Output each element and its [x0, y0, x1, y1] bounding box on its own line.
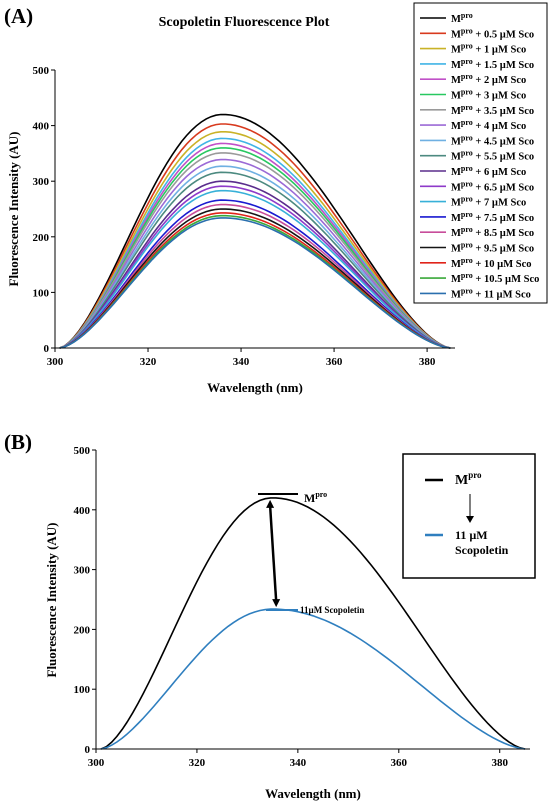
chart-a-ytick-label-0: 0 [44, 343, 50, 355]
chart-b-series-1 [100, 608, 526, 750]
chart-a-legend-label-4: Mpro + 2 µM Sco [451, 72, 526, 86]
chart-a-legend-box [413, 2, 548, 304]
chart-a-legend-label-2: Mpro + 1 µM Sco [451, 42, 526, 56]
chart-b-ytick-label-3: 300 [74, 565, 91, 577]
chart-a-xtick-label-2: 340 [233, 356, 250, 368]
chart-b-legend-label-1: 11 µM [455, 528, 488, 542]
chart-b-xlabel: Wavelength (nm) [265, 786, 361, 801]
chart-b-series-group [100, 497, 526, 750]
chart-a-xtick-label-3: 360 [326, 356, 343, 368]
chart-a-legend-label-1: Mpro + 0.5 µM Sco [451, 26, 534, 40]
chart-a: Scopoletin Fluorescence Plot 300 320 340 36… [6, 2, 548, 395]
quench-arrow [266, 499, 281, 608]
chart-a-series-14 [59, 203, 451, 349]
chart-a-ytick-label-2: 200 [33, 232, 50, 244]
chart-a-legend-label-12: Mpro + 7 µM Sco [451, 195, 526, 209]
quench-arrow-head-bottom [272, 599, 281, 608]
chart-a-legend-label-0: Mpro [451, 11, 473, 25]
chart-a-series-12 [59, 189, 451, 349]
chart-b-legend: Mpro 11 µM Scopoletin [402, 453, 536, 579]
chart-b-legend-label-1b: Scopoletin [455, 543, 509, 557]
quench-arrow-shaft [268, 505, 278, 602]
chart-a-legend-label-16: Mpro + 10 µM Sco [451, 256, 531, 270]
chart-a-legend-label-13: Mpro + 7.5 µM Sco [451, 210, 534, 224]
chart-a-ytick-label-4: 400 [33, 121, 50, 133]
chart-a-legend-label-8: Mpro + 4.5 µM Sco [451, 133, 534, 147]
chart-a-ytick-label-3: 300 [33, 176, 50, 188]
chart-b-ylabel: Fluorescence Intensity (AU) [44, 522, 59, 677]
chart-a-legend-label-15: Mpro + 9.5 µM Sco [451, 241, 534, 255]
chart-b-ytick-label-2: 200 [74, 624, 91, 636]
chart-b-ytick-label-4: 400 [74, 505, 91, 517]
chart-a-series-6 [59, 152, 451, 349]
chart-a-series-group [59, 113, 451, 349]
chart-a-legend-label-11: Mpro + 6.5 µM Sco [451, 179, 534, 193]
chart-a-series-3 [59, 137, 451, 349]
chart-a-legend-label-9: Mpro + 5.5 µM Sco [451, 149, 534, 163]
chart-a-ytick-label-1: 100 [33, 287, 50, 299]
chart-a-xlabel: Wavelength (nm) [207, 380, 303, 395]
chart-b-xtick-label-3: 360 [391, 757, 408, 769]
chart-a-series-1 [59, 123, 451, 349]
chart-a-series-11 [59, 185, 451, 349]
chart-b-xtick-label-2: 340 [290, 757, 307, 769]
chart-a-series-2 [59, 131, 451, 349]
chart-a-legend-label-17: Mpro + 10.5 µM Sco [451, 271, 539, 285]
chart-a-series-5 [59, 147, 451, 349]
chart-a-series-15 [59, 208, 451, 349]
annotation-top-label: Mpro [304, 490, 327, 505]
chart-a-legend-label-10: Mpro + 6 µM Sco [451, 164, 526, 178]
chart-a-legend-label-6: Mpro + 3.5 µM Sco [451, 103, 534, 117]
chart-a-legend-label-7: Mpro + 4 µM Sco [451, 118, 526, 132]
chart-a-series-10 [59, 180, 451, 349]
chart-a-series-8 [59, 165, 451, 349]
annotation-bottom-label: 11µM Scopoletin [300, 605, 364, 615]
chart-b-ytick-label-1: 100 [74, 684, 91, 696]
chart-a-xtick-label-1: 320 [140, 356, 157, 368]
chart-b: 300 320 340 360 380 0 100 200 300 400 500 Waveleng… [44, 445, 536, 801]
chart-b-xtick-label-0: 300 [88, 757, 105, 769]
chart-b-ytick-label-5: 500 [74, 445, 91, 457]
chart-a-xtick-label-4: 380 [419, 356, 436, 368]
chart-a-series-7 [59, 158, 451, 349]
panel-a-label: (A) [4, 4, 34, 28]
chart-b-legend-arrowhead [466, 516, 474, 523]
panel-b-label: (B) [4, 430, 32, 454]
quench-arrow-head-top [266, 499, 275, 508]
chart-a-series-18 [59, 217, 451, 349]
chart-b-ytick-label-0: 0 [85, 744, 91, 756]
chart-a-series-9 [59, 171, 451, 349]
chart-a-series-0 [59, 113, 451, 349]
chart-a-legend-label-3: Mpro + 1.5 µM Sco [451, 57, 534, 71]
chart-b-xtick-label-1: 320 [189, 757, 206, 769]
chart-b-series-0 [100, 497, 526, 750]
chart-a-xtick-label-0: 300 [47, 356, 64, 368]
chart-a-title: Scopoletin Fluorescence Plot [159, 15, 330, 30]
chart-a-legend-label-5: Mpro + 3 µM Sco [451, 88, 526, 102]
chart-a-series-13 [59, 199, 451, 349]
chart-a-ylabel: Fluorescence Intensity (AU) [6, 131, 21, 286]
chart-a-legend-label-18: Mpro + 11 µM Sco [451, 286, 531, 300]
chart-b-legend-label-0: Mpro [455, 470, 482, 488]
chart-a-ytick-label-5: 500 [33, 65, 50, 77]
chart-b-xtick-label-4: 380 [491, 757, 508, 769]
chart-a-legend-label-14: Mpro + 8.5 µM Sco [451, 225, 534, 239]
